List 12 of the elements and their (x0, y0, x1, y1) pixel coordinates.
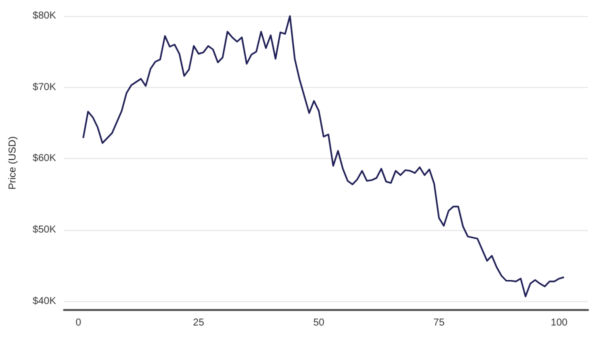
y-tick-label: $80K (32, 10, 56, 22)
x-tick-label: 0 (76, 318, 82, 328)
y-tick-label: $60K (32, 153, 56, 164)
line-series (82, 15, 565, 298)
x-tick-label: 50 (313, 318, 325, 328)
y-tick-label: $40K (32, 296, 56, 307)
y-tick-label: $70K (32, 82, 56, 93)
x-tick-label: 25 (193, 318, 205, 328)
y-tick-label: $50K (32, 224, 56, 236)
x-tick-label: 100 (550, 318, 568, 328)
y-axis-title: Price (USD) (8, 136, 18, 190)
x-tick-label: 75 (433, 318, 445, 328)
